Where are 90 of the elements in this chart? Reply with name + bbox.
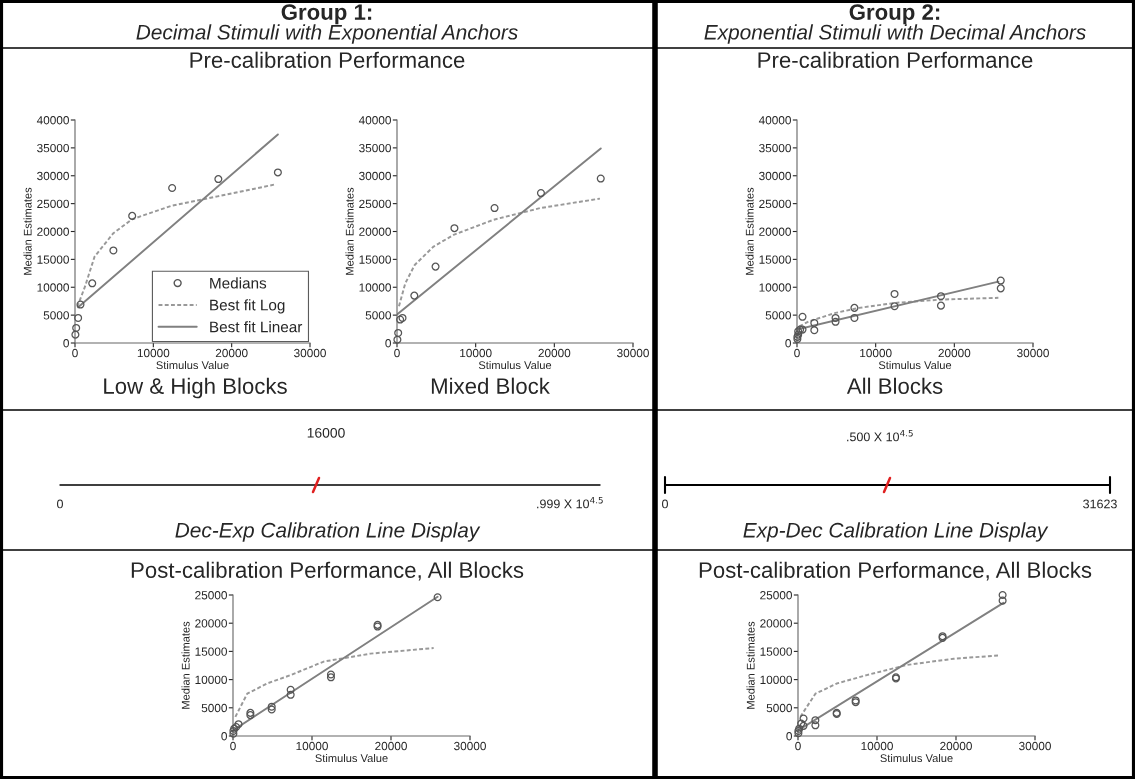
text: 31623 bbox=[1083, 499, 1117, 509]
y-tick-label: 20000 bbox=[195, 619, 227, 628]
y-tick-label: 40000 bbox=[36, 116, 69, 125]
chart-title: Post-calibration Performance, All Blocks bbox=[131, 561, 524, 581]
y-tick-label: 10000 bbox=[760, 675, 792, 684]
text: Mixed Block bbox=[431, 377, 550, 394]
x-tick-label: 0 bbox=[795, 741, 801, 751]
text: Exponential Stimuli with Decimal Anchors bbox=[704, 24, 1086, 44]
x-tick-label: 30000 bbox=[617, 348, 649, 358]
y-tick-label: 15000 bbox=[759, 255, 791, 264]
y-tick-label: 30000 bbox=[759, 171, 791, 181]
chart-title: Pre-calibration Performance bbox=[758, 51, 1033, 68]
y-tick-label: 35000 bbox=[759, 143, 791, 153]
x-tick-label: 20000 bbox=[940, 741, 972, 751]
x-tick-label: 0 bbox=[230, 741, 236, 751]
y-tick-label: 25000 bbox=[359, 199, 391, 209]
text: Dec-Exp Calibration Line Display bbox=[175, 522, 481, 542]
x-axis-title: Stimulus Value bbox=[156, 360, 229, 370]
y-tick-label: 20000 bbox=[359, 227, 391, 236]
chart-title: Post-calibration Performance, All Blocks bbox=[699, 561, 1092, 581]
y-tick-label: 15000 bbox=[359, 255, 391, 264]
x-tick-label: 20000 bbox=[215, 348, 248, 358]
x-tick-label: 10000 bbox=[861, 741, 893, 751]
text: Group 1: bbox=[281, 4, 372, 25]
y-tick-label: 30000 bbox=[359, 171, 391, 181]
chart-title: Pre-calibration Performance bbox=[190, 51, 465, 68]
x-tick-label: 30000 bbox=[1019, 741, 1051, 751]
y-tick-label: 20000 bbox=[37, 227, 69, 236]
x-tick-label: 10000 bbox=[296, 741, 328, 751]
text: Low & High Blocks bbox=[104, 377, 287, 399]
y-tick-label: 25000 bbox=[37, 199, 69, 209]
y-tick-label: 35000 bbox=[37, 143, 69, 153]
y-tick-label: 40000 bbox=[358, 116, 391, 125]
y-tick-label: 20000 bbox=[759, 227, 791, 236]
y-tick-label: 0 bbox=[385, 339, 391, 348]
x-axis-title: Stimulus Value bbox=[880, 753, 953, 763]
legend-label: Medians bbox=[210, 277, 267, 289]
y-tick-label: 30000 bbox=[37, 171, 69, 181]
text: 0 bbox=[662, 499, 668, 509]
x-tick-label: 0 bbox=[794, 348, 800, 358]
x-axis-title: Stimulus Value bbox=[878, 360, 952, 370]
y-axis-title: Median Estimates bbox=[181, 621, 190, 709]
y-tick-label: 25000 bbox=[760, 591, 792, 600]
x-tick-label: 30000 bbox=[294, 348, 326, 358]
y-tick-label: 35000 bbox=[359, 143, 391, 153]
y-axis-title: Median Estimates bbox=[745, 187, 754, 275]
y-tick-label: 40000 bbox=[758, 116, 791, 125]
y-tick-label: 10000 bbox=[359, 283, 391, 292]
y-tick-label: 5000 bbox=[43, 311, 69, 320]
y-tick-label: 0 bbox=[785, 339, 791, 348]
y-tick-label: 5000 bbox=[365, 311, 391, 320]
text: .500 X 10$^{4.5}$ bbox=[847, 429, 913, 442]
x-axis-title: Stimulus Value bbox=[478, 360, 552, 370]
y-tick-label: 10000 bbox=[37, 283, 69, 292]
text: 16000 bbox=[307, 427, 345, 438]
y-axis-title: Median Estimates bbox=[746, 621, 755, 709]
text: Exp-Dec Calibration Line Display bbox=[743, 522, 1049, 542]
y-tick-label: 0 bbox=[786, 732, 792, 741]
y-axis-title: Median Estimates bbox=[23, 187, 32, 275]
y-tick-label: 10000 bbox=[195, 675, 227, 684]
y-tick-label: 20000 bbox=[760, 619, 792, 628]
x-tick-label: 20000 bbox=[375, 741, 407, 751]
y-tick-label: 10000 bbox=[759, 283, 791, 292]
y-axis-title: Median Estimates bbox=[345, 187, 354, 275]
y-tick-label: 15000 bbox=[195, 647, 227, 656]
x-tick-label: 20000 bbox=[938, 348, 971, 358]
x-tick-label: 0 bbox=[72, 348, 78, 358]
legend-label: Best fit Log bbox=[210, 299, 285, 314]
text: Group 2: bbox=[849, 4, 940, 25]
x-tick-label: 20000 bbox=[538, 348, 571, 358]
y-tick-label: 5000 bbox=[201, 703, 227, 713]
x-axis-title: Stimulus Value bbox=[315, 753, 388, 763]
y-tick-label: 25000 bbox=[195, 591, 227, 600]
x-tick-label: 10000 bbox=[137, 348, 170, 358]
y-tick-label: 25000 bbox=[759, 199, 791, 209]
y-tick-label: 0 bbox=[221, 732, 227, 741]
x-tick-label: 0 bbox=[394, 348, 400, 358]
text: Decimal Stimuli with Exponential Anchors bbox=[136, 24, 518, 44]
y-tick-label: 15000 bbox=[760, 647, 792, 656]
y-tick-label: 5000 bbox=[765, 311, 791, 320]
x-tick-label: 10000 bbox=[460, 348, 492, 358]
x-tick-label: 30000 bbox=[1017, 348, 1049, 358]
y-tick-label: 0 bbox=[63, 339, 69, 348]
x-tick-label: 10000 bbox=[860, 348, 892, 358]
x-tick-label: 30000 bbox=[454, 741, 486, 751]
text: All Blocks bbox=[846, 377, 943, 394]
text: .999 X 10$^{4.5}$ bbox=[537, 496, 603, 509]
y-tick-label: 5000 bbox=[766, 703, 792, 713]
legend-label: Best fit Linear bbox=[210, 321, 303, 333]
y-tick-label: 15000 bbox=[37, 255, 69, 264]
